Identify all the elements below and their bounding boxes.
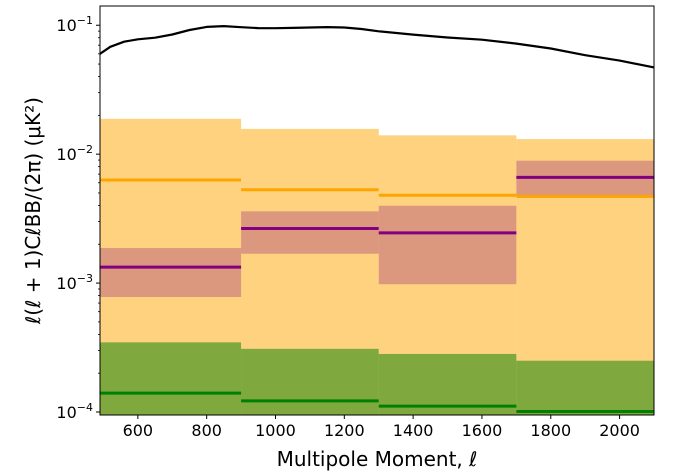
band-s1-b0: [100, 248, 242, 297]
y-axis: 10−1 10−2 10−3 10−4: [56, 14, 100, 422]
x-tick-label: 800: [191, 421, 222, 440]
band-s1-b2: [378, 205, 517, 285]
band-s2-b1: [241, 348, 379, 415]
x-tick-label: 1800: [530, 421, 571, 440]
band-layer: [100, 118, 654, 415]
y-tick-label: 10−3: [56, 272, 93, 293]
band-s2-b0: [100, 342, 242, 415]
line-layer: [99, 25, 655, 69]
band-s1-b1: [241, 211, 379, 254]
plot-frame: [99, 5, 655, 416]
x-tick-label: 600: [123, 421, 154, 440]
x-tick-label: 1600: [462, 421, 503, 440]
x-tick-label: 2000: [599, 421, 640, 440]
line-series-0: [99, 25, 655, 69]
x-axis: 600 800 1000 1200 1400 1600 1800 2000: [123, 415, 640, 440]
y-tick-label: 10−4: [56, 401, 93, 422]
x-axis-title: Multipole Moment, ℓ: [277, 447, 478, 471]
x-tick-label: 1200: [324, 421, 365, 440]
y-tick-label: 10−1: [56, 14, 93, 35]
band-s2-b3: [516, 360, 654, 415]
y-axis-title: ℓ(ℓ + 1)CℓBB/(2π) (μK²): [21, 97, 45, 325]
band-s1-b3: [516, 160, 654, 198]
y-tick-label: 10−2: [56, 143, 93, 164]
x-tick-label: 1400: [393, 421, 434, 440]
x-tick-label: 1000: [255, 421, 296, 440]
